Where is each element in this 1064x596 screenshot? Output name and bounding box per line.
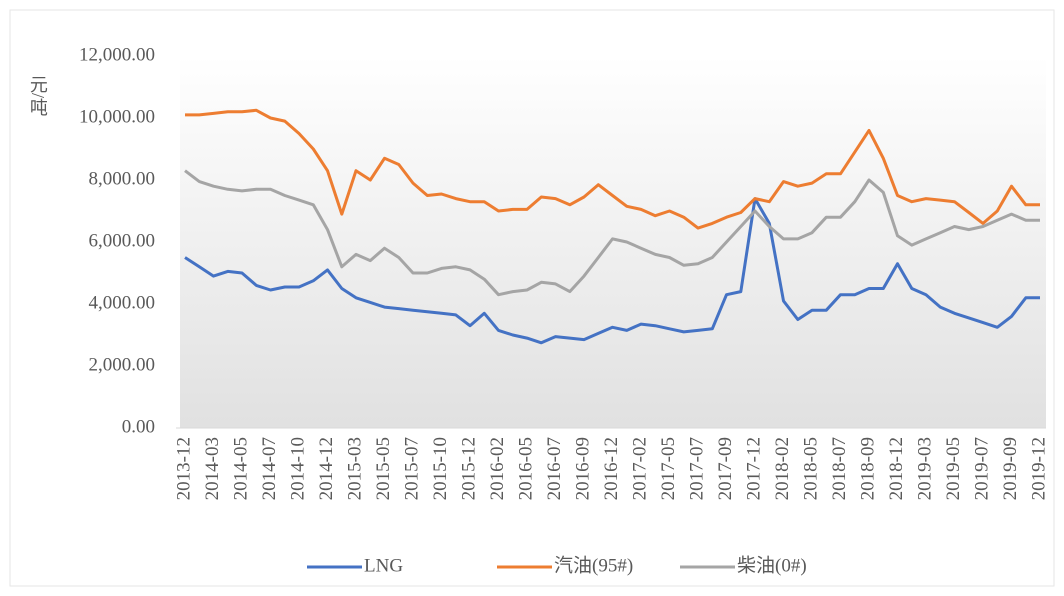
x-tick-label: 2014-03 xyxy=(202,437,223,500)
x-tick-label: 2015-05 xyxy=(373,437,394,500)
y-axis-label: 元/吨 xyxy=(28,75,48,116)
y-tick-label: 6,000.00 xyxy=(89,230,156,251)
x-tick-label: 2014-07 xyxy=(259,437,280,500)
legend-label: LNG xyxy=(364,555,403,576)
x-tick-label: 2017-09 xyxy=(715,437,736,500)
x-tick-label: 2018-12 xyxy=(886,437,907,500)
legend-label: 汽油(95#) xyxy=(554,554,633,576)
series-line xyxy=(184,197,1040,345)
y-tick-label: 4,000.00 xyxy=(89,292,156,313)
y-tick-label: 2,000.00 xyxy=(89,354,156,375)
x-tick-label: 2018-05 xyxy=(800,437,821,500)
y-tick-label: 12,000.00 xyxy=(79,44,155,65)
x-tick-label: 2019-12 xyxy=(1028,437,1049,500)
x-tick-label: 2014-05 xyxy=(230,437,251,500)
x-tick-label: 2016-02 xyxy=(487,437,508,500)
series-line xyxy=(185,108,1040,230)
x-tick-label: 2015-12 xyxy=(458,437,479,500)
x-tick-label: 2015-07 xyxy=(401,437,422,500)
legend-label: 柴油(0#) xyxy=(737,554,807,576)
x-tick-label: 2013-12 xyxy=(173,437,194,500)
x-tick-label: 2015-10 xyxy=(430,437,451,500)
y-tick-label: 8,000.00 xyxy=(89,168,156,189)
x-tick-label: 2019-05 xyxy=(943,437,964,500)
x-tick-label: 2018-02 xyxy=(772,437,793,500)
y-tick-label: 0.00 xyxy=(122,416,155,437)
x-tick-label: 2017-07 xyxy=(686,437,707,500)
x-tick-label: 2017-02 xyxy=(629,437,650,500)
x-tick-label: 2014-10 xyxy=(287,437,308,500)
x-tick-label: 2017-05 xyxy=(658,437,679,500)
x-tick-label: 2019-07 xyxy=(971,437,992,500)
y-tick-label: 10,000.00 xyxy=(79,106,155,127)
x-tick-label: 2016-12 xyxy=(601,437,622,500)
x-tick-label: 2014-12 xyxy=(316,437,337,500)
x-tick-label: 2018-07 xyxy=(829,437,850,500)
x-tick-label: 2016-07 xyxy=(544,437,565,500)
x-tick-label: 2019-03 xyxy=(914,437,935,500)
x-tick-label: 2017-12 xyxy=(743,437,764,500)
x-tick-label: 2016-09 xyxy=(572,437,593,500)
x-tick-label: 2016-05 xyxy=(515,437,536,500)
series-line xyxy=(184,169,1040,297)
x-tick-label: 2019-09 xyxy=(1000,437,1021,500)
plot-background xyxy=(180,56,1046,428)
x-tick-label: 2018-09 xyxy=(857,437,878,500)
x-tick-label: 2015-03 xyxy=(344,437,365,500)
frame xyxy=(9,9,1055,587)
